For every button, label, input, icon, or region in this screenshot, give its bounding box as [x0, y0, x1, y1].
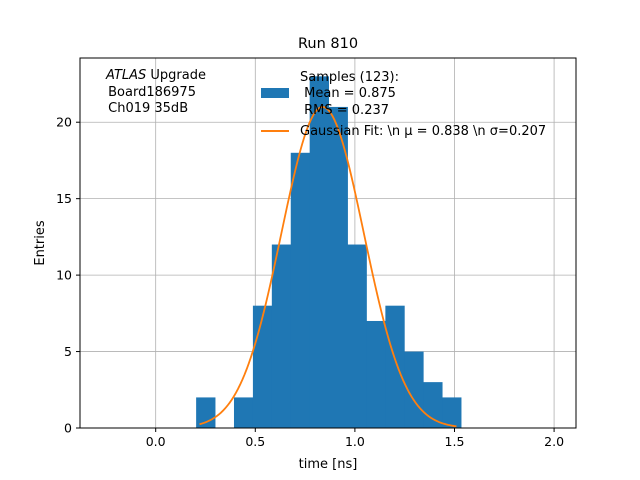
legend-samples-patch [261, 88, 289, 98]
annotation-upgrade: Upgrade [146, 68, 206, 83]
annotation-line-2: Board186975 [104, 85, 196, 100]
histogram-bar [196, 397, 216, 428]
histogram-bar [423, 382, 443, 428]
histogram-bar [366, 320, 386, 428]
axis-ticks: 0.0 0.5 1.0 1.5 2.0 0 5 10 15 20 [56, 115, 564, 449]
legend-samples-rms: RMS = 0.237 [300, 103, 389, 118]
histogram-bar [404, 351, 424, 428]
histogram-bar [385, 305, 405, 428]
histogram-bar [271, 244, 292, 428]
x-tick-label: 0.5 [245, 434, 265, 449]
gaussian-fit-curve [199, 106, 457, 428]
x-tick-label: 0.0 [146, 434, 166, 449]
histogram-bar [290, 152, 311, 428]
legend-fit-label: Gaussian Fit: \n μ = 0.838 \n σ=0.207 [300, 124, 546, 139]
atlas-italic: ATLAS [105, 68, 146, 83]
annotation-line-1: ATLAS Upgrade [105, 68, 206, 83]
x-tick-label: 1.0 [345, 434, 365, 449]
y-tick-label: 10 [56, 268, 72, 283]
legend: Samples (123): Mean = 0.875 RMS = 0.237 … [261, 70, 546, 139]
histogram-bar [347, 244, 367, 428]
y-tick-label: 15 [56, 191, 72, 206]
histogram-bar [442, 397, 462, 428]
y-tick-label: 20 [56, 115, 72, 130]
histogram-bar [252, 305, 273, 428]
histogram-bar [328, 106, 348, 428]
y-tick-label: 0 [64, 421, 72, 436]
y-axis-label: Entries [33, 220, 48, 266]
x-tick-label: 1.5 [445, 434, 465, 449]
axes-frame [79, 57, 577, 429]
histogram-bars [196, 76, 462, 428]
histogram-bar [309, 76, 329, 428]
y-tick-label: 5 [64, 344, 72, 359]
legend-samples-mean: Mean = 0.875 [300, 86, 396, 101]
fit-curve-group [199, 106, 457, 428]
annotation-line-3: Ch019 35dB [104, 101, 188, 116]
histogram-bar [233, 397, 254, 428]
legend-samples-title: Samples (123): [300, 70, 399, 85]
x-axis-label: time [ns] [299, 457, 358, 472]
chart-title: Run 810 [298, 36, 358, 52]
x-tick-label: 2.0 [544, 434, 564, 449]
